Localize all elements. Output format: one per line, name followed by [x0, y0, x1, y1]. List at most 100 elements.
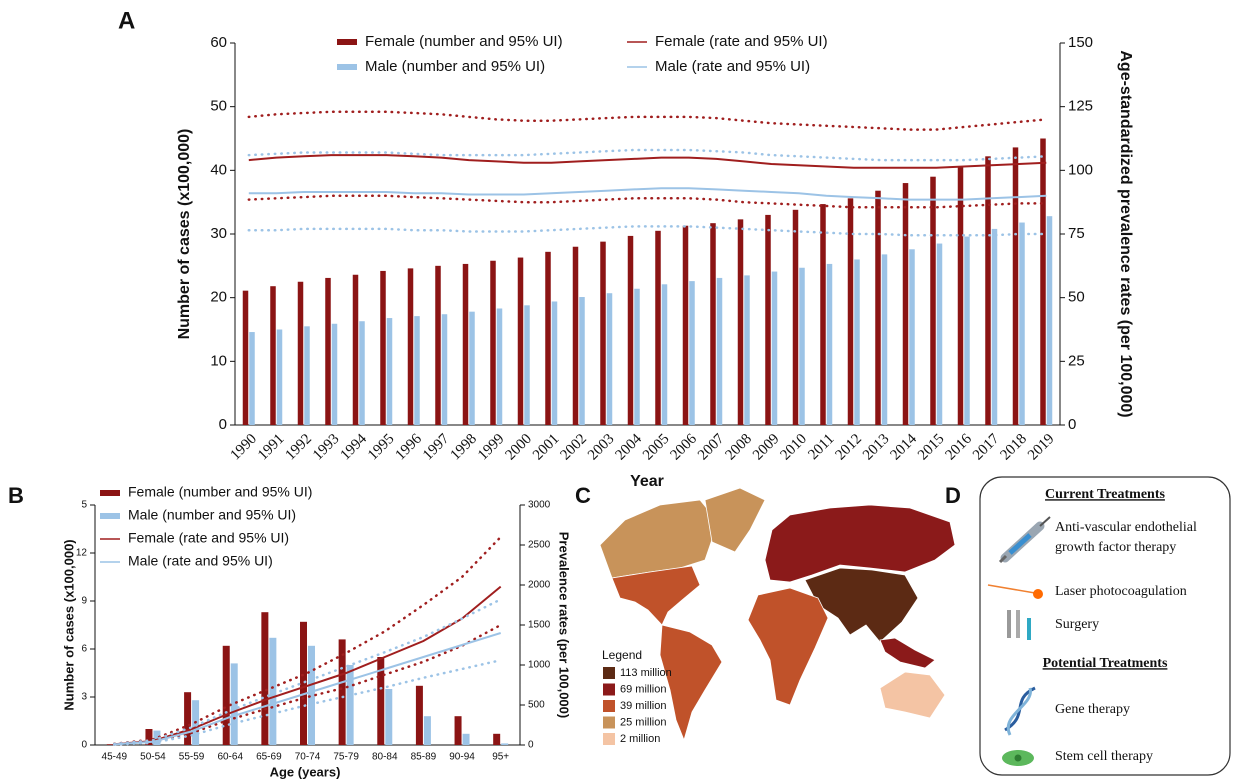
- bar: [270, 286, 276, 425]
- x-tick-label: 2000: [502, 431, 535, 464]
- y2-tick-label: 100: [1068, 161, 1093, 178]
- treatment-label: Stem cell therapy: [1055, 749, 1153, 764]
- y-tick-label: 3: [81, 692, 87, 703]
- y2-tick-label: 125: [1068, 98, 1093, 115]
- bar: [490, 260, 496, 425]
- y-tick-label: 6: [81, 644, 87, 655]
- y2-tick-label: 25: [1068, 352, 1085, 369]
- x-tick-label: 1993: [310, 431, 343, 464]
- bar: [304, 326, 310, 425]
- bar: [689, 281, 695, 425]
- bar: [826, 263, 833, 425]
- bar: [493, 733, 501, 745]
- legend-label: Male (rate and 95% UI): [128, 553, 273, 569]
- x-tick-label: 2013: [860, 431, 893, 464]
- ui-line: [113, 598, 502, 746]
- x-tick-label: 1997: [420, 431, 453, 464]
- x-tick-label: 80-84: [372, 752, 398, 763]
- map-region: [879, 637, 936, 669]
- x-tick-label: 2012: [832, 431, 865, 464]
- bar: [377, 657, 385, 745]
- bar: [501, 743, 509, 745]
- panel-label: C: [575, 483, 591, 508]
- y-axis-title: Number of cases (x100,000): [176, 129, 193, 340]
- bar: [242, 290, 249, 425]
- x-tick-label: 1998: [447, 431, 480, 464]
- bar: [423, 716, 431, 745]
- x-tick-label: 2011: [805, 431, 837, 463]
- bar: [579, 297, 585, 425]
- panel-label: B: [8, 483, 24, 508]
- legend-label: 69 million: [620, 683, 666, 695]
- y2-tick-label: 50: [1068, 289, 1085, 306]
- rate-line: [248, 187, 1047, 201]
- x-tick-label: 2019: [1025, 431, 1058, 464]
- bar: [184, 692, 192, 745]
- bar: [222, 645, 230, 745]
- bar: [380, 270, 386, 425]
- syringe-icon: [998, 516, 1051, 564]
- treatment-label: Surgery: [1055, 617, 1099, 632]
- x-tick-label: 1999: [475, 431, 508, 464]
- bar: [600, 241, 606, 425]
- x-tick-label: 85-89: [411, 752, 437, 763]
- bar: [881, 254, 888, 425]
- bar: [606, 293, 613, 425]
- y-tick-label: 0: [219, 416, 227, 433]
- map-region: [804, 567, 919, 643]
- bar: [572, 246, 579, 425]
- bar: [545, 251, 551, 425]
- bar: [338, 639, 346, 745]
- y2-tick-label: 1000: [528, 660, 551, 671]
- bar: [454, 716, 462, 745]
- map-region: [599, 499, 719, 579]
- bar: [517, 257, 524, 425]
- x-tick-label: 1995: [365, 431, 398, 464]
- x-tick-label: 90-94: [449, 752, 475, 763]
- y2-tick-label: 3000: [528, 500, 551, 511]
- panel-label: A: [118, 7, 135, 34]
- bar: [1040, 138, 1046, 425]
- map-region: [659, 624, 723, 742]
- x-axis-title: Age (years): [270, 764, 341, 779]
- y-tick-label: 40: [210, 161, 227, 178]
- bar: [435, 265, 441, 425]
- bar: [902, 183, 909, 425]
- bar: [325, 277, 331, 425]
- bar: [661, 284, 668, 425]
- x-tick-label: 75-79: [333, 752, 359, 763]
- y-axis-title: Number of cases (x100,000): [61, 539, 76, 710]
- legend-label: 39 million: [620, 700, 666, 712]
- legend-swatch: [603, 667, 615, 679]
- ui-line: [113, 623, 502, 746]
- map-legend-title: Legend: [602, 648, 642, 662]
- x-tick-label: 2002: [557, 431, 590, 464]
- y2-tick-label: 75: [1068, 225, 1085, 242]
- rate-line: [248, 154, 1047, 169]
- x-tick-label: 2016: [942, 431, 975, 464]
- bar: [385, 689, 393, 745]
- x-tick-label: 2005: [640, 431, 673, 464]
- bar: [634, 288, 640, 425]
- treatment-label: Anti-vascular endothelial: [1055, 520, 1197, 535]
- bar: [415, 685, 423, 745]
- x-tick-label: 2014: [887, 431, 920, 464]
- y2-tick-label: 2000: [528, 580, 551, 591]
- x-tick-label: 1994: [337, 431, 370, 464]
- y-tick-label: 12: [76, 548, 88, 559]
- bar: [261, 612, 269, 745]
- x-tick-label: 95+: [492, 752, 509, 763]
- bar: [991, 228, 998, 425]
- bar: [854, 259, 860, 425]
- bar: [462, 733, 470, 745]
- y-tick-label: 60: [210, 34, 227, 51]
- y-tick-label: 9: [81, 596, 87, 607]
- rate-line: [114, 632, 501, 746]
- legend-swatch: [603, 700, 615, 712]
- x-tick-label: 50-54: [140, 752, 166, 763]
- panel-label: D: [945, 483, 961, 508]
- x-tick-label: 60-64: [217, 752, 243, 763]
- x-tick-label: 45-49: [102, 752, 128, 763]
- section-title: Potential Treatments: [1043, 656, 1168, 671]
